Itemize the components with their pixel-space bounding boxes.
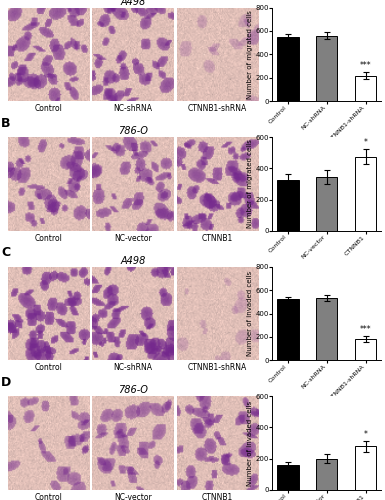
Bar [355, 76, 376, 102]
Title: 786-O: 786-O [118, 126, 148, 136]
Bar [277, 37, 299, 102]
Y-axis label: Number of invaded cells: Number of invaded cells [246, 271, 253, 356]
Text: B: B [1, 116, 11, 130]
X-axis label: NC-vector: NC-vector [114, 493, 152, 500]
Bar [355, 338, 376, 360]
Title: A498: A498 [120, 256, 146, 266]
Text: *: * [363, 430, 367, 439]
X-axis label: CTNNB1-shRNA: CTNNB1-shRNA [188, 104, 247, 113]
X-axis label: NC-vector: NC-vector [114, 234, 152, 242]
Bar [277, 180, 299, 231]
Y-axis label: Number of invaded cells: Number of invaded cells [246, 400, 253, 486]
Bar [316, 36, 337, 102]
Bar [316, 298, 337, 360]
X-axis label: Control: Control [34, 104, 62, 113]
X-axis label: Control: Control [34, 363, 62, 372]
Text: ***: *** [360, 61, 372, 70]
Title: 786-O: 786-O [118, 386, 148, 396]
X-axis label: Control: Control [34, 493, 62, 500]
X-axis label: CTNNB1: CTNNB1 [202, 493, 233, 500]
Title: A498: A498 [120, 0, 146, 6]
Bar [355, 156, 376, 231]
Y-axis label: Number of migrated cells: Number of migrated cells [246, 10, 253, 99]
Y-axis label: Number of migrated cells: Number of migrated cells [246, 140, 253, 228]
X-axis label: Control: Control [34, 234, 62, 242]
X-axis label: NC-shRNA: NC-shRNA [113, 363, 152, 372]
X-axis label: CTNNB1: CTNNB1 [202, 234, 233, 242]
Bar [316, 177, 337, 231]
Text: D: D [1, 376, 12, 388]
Text: ***: *** [360, 325, 372, 334]
Bar [316, 458, 337, 490]
X-axis label: CTNNB1-shRNA: CTNNB1-shRNA [188, 363, 247, 372]
Text: C: C [1, 246, 10, 259]
Bar [277, 300, 299, 360]
Bar [355, 446, 376, 490]
Bar [277, 465, 299, 490]
Text: *: * [363, 138, 367, 147]
X-axis label: NC-shRNA: NC-shRNA [113, 104, 152, 113]
